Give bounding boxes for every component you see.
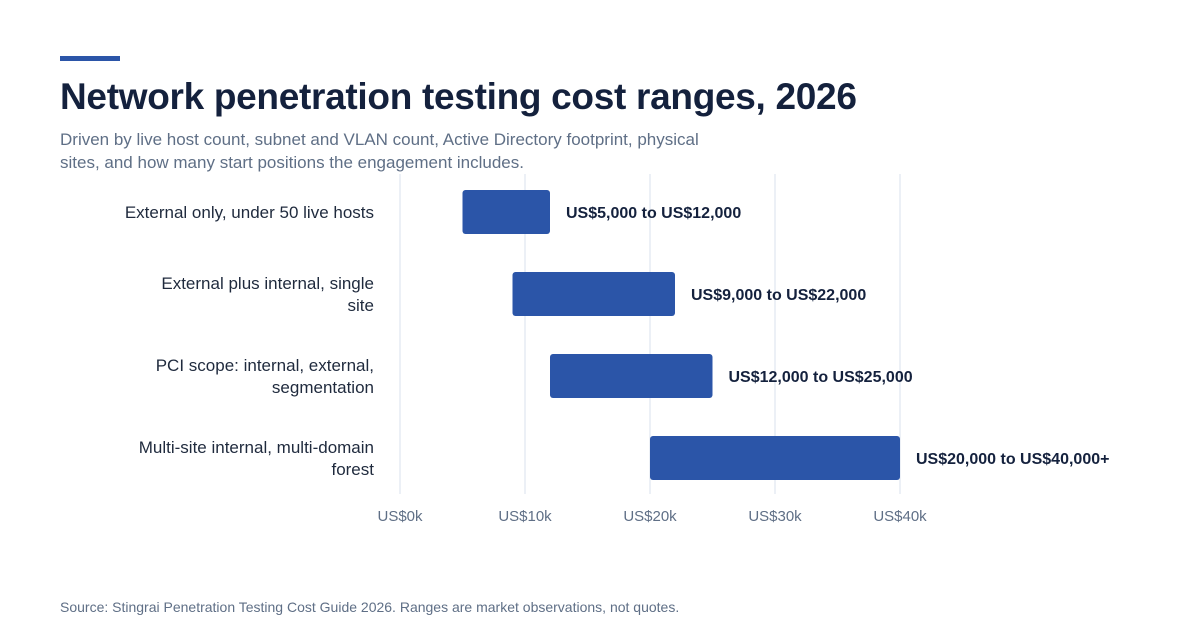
range-bar-chart: External only, under 50 live hosts Extern… — [125, 174, 1109, 525]
x-tick-label: US$20k — [623, 508, 677, 525]
category-label: segmentation — [272, 378, 374, 397]
title-accent-bar — [60, 56, 120, 61]
category-label: PCI scope: internal, external, — [156, 356, 374, 375]
range-bar — [462, 190, 550, 234]
range-bars — [462, 190, 900, 480]
data-label: US$5,000 to US$12,000 — [566, 205, 741, 222]
range-bar — [512, 272, 675, 316]
range-bar — [650, 436, 900, 480]
data-labels: US$5,000 to US$12,000 US$9,000 to US$22,0… — [566, 205, 1109, 468]
data-label: US$9,000 to US$22,000 — [691, 287, 866, 304]
data-label: US$12,000 to US$25,000 — [729, 369, 913, 386]
category-label: Multi-site internal, multi-domain — [139, 438, 374, 457]
x-tick-label: US$40k — [873, 508, 927, 525]
source-note: Source: Stingrai Penetration Testing Cos… — [60, 599, 680, 615]
x-axis-ticks: US$0k US$10k US$20k US$30k US$40k — [377, 508, 927, 525]
chart-subtitle: Driven by live host count, subnet and VL… — [60, 130, 699, 172]
category-label: External only, under 50 live hosts — [125, 203, 374, 222]
category-label: External plus internal, single — [161, 274, 374, 293]
range-bar — [550, 354, 713, 398]
category-label: site — [348, 296, 374, 315]
x-tick-label: US$0k — [377, 508, 423, 525]
x-tick-label: US$30k — [748, 508, 802, 525]
data-label: US$20,000 to US$40,000+ — [916, 451, 1109, 468]
category-label: forest — [331, 460, 374, 479]
x-tick-label: US$10k — [498, 508, 552, 525]
chart-title: Network penetration testing cost ranges,… — [60, 76, 857, 117]
category-labels: External only, under 50 live hosts Extern… — [125, 203, 374, 479]
